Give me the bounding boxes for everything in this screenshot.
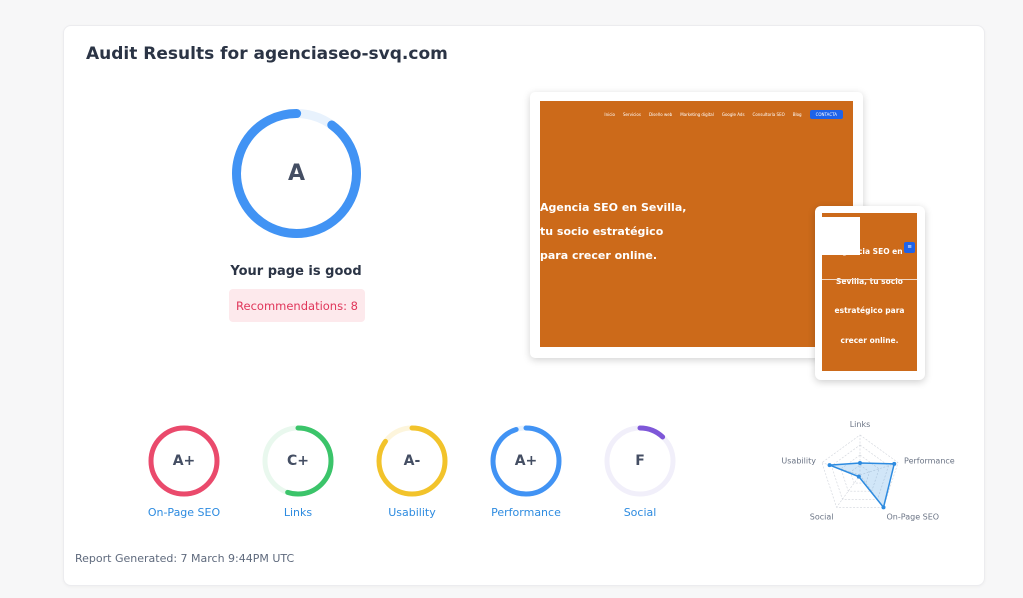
radar-axis-label: Performance [904,457,955,466]
category-links[interactable]: C+ Links [260,423,336,519]
category-grade: C+ [286,453,309,469]
category-gauge [262,425,334,497]
audit-results-card: Audit Results for agenciaseo-svq.com A Y… [63,25,985,586]
radar-point [858,461,862,465]
category-grade: F [635,453,645,469]
category-gauge [490,425,562,497]
hamburger-icon: ≡ [904,242,915,253]
radar-axis-label: Social [810,512,834,521]
category-grade: A+ [172,453,196,469]
radar-axis-label: Links [850,420,871,429]
hero-line: Agencia SEO en Sevilla, [540,201,687,214]
preview-nav-item: Servicios [622,112,641,117]
radar-series-area [829,462,896,510]
preview-nav-item: Diseño web [648,112,673,117]
category-gauge [376,425,448,497]
radar-axis-label: Usability [781,457,816,466]
verdict-text: Your page is good [230,264,362,279]
mobile-line: crecer online. [840,335,899,345]
preview-nav-item: Blog [792,112,802,117]
category-gauge [604,425,676,497]
preview-cta-button: CONTACTA [809,110,843,119]
mobile-logo-placeholder [822,217,860,255]
preview-nav-item: Google Ads [721,112,745,117]
hero-line: tu socio estratégico [540,225,664,238]
radar-axis-label: On-Page SEO [887,512,940,521]
mobile-line: Agencia SEO en [836,247,903,256]
radar-chart: Links Performance On-Page SEO Social Usabili… [781,420,955,521]
preview-nav-item: Consultoría SEO [752,112,785,117]
radar-axis-line [836,474,861,508]
hero-line: para crecer online. [540,249,658,262]
desktop-screen: Inicio Servicios Diseño web Marketing di… [540,101,853,347]
category-usability[interactable]: A- Usability [374,423,450,519]
overall-grade: A [287,161,306,186]
category-grade: A+ [514,453,538,469]
overall-score-gauge [232,109,361,238]
mobile-hero-text: Agencia SEO en Sevilla, tu socio estraté… [822,237,917,355]
radar-grid-ring [831,444,889,500]
preview-hero-text: Agencia SEO en Sevilla, tu socio estraté… [540,196,686,268]
category-social[interactable]: F Social [602,423,678,519]
preview-nav: Inicio Servicios Diseño web Marketing di… [596,110,843,119]
radar-grid-ring [821,434,899,508]
mobile-divider [822,279,917,280]
page-title: Audit Results for agenciaseo-svq.com [86,44,448,64]
radar-axis-line [859,462,899,476]
radar-point [827,463,832,468]
category-on-page-seo[interactable]: A+ On-Page SEO [146,423,222,519]
report-generated-text: Report Generated: 7 March 9:44PM UTC [75,552,295,565]
radar-point [856,474,861,479]
category-gauge [148,425,220,497]
mobile-line: Sevilla, tu socio [836,276,903,286]
preview-nav-item: Inicio [604,112,615,117]
desktop-preview: Inicio Servicios Diseño web Marketing di… [530,92,863,358]
category-performance[interactable]: A+ Performance [488,423,564,519]
preview-nav-item: Marketing digital [680,112,714,117]
category-label[interactable]: Usability [388,506,436,519]
category-grade: A- [403,453,421,469]
mobile-preview: Agencia SEO en Sevilla, tu socio estraté… [815,206,925,380]
mobile-screen: Agencia SEO en Sevilla, tu socio estraté… [822,213,917,371]
category-label[interactable]: Links [283,506,313,519]
recommendations-badge[interactable]: Recommendations: 8 [229,289,365,322]
category-label[interactable]: On-Page SEO [147,506,221,519]
category-label[interactable]: Performance [491,506,561,519]
radar-point [881,505,886,510]
mobile-line: estratégico para [834,306,905,315]
category-label[interactable]: Social [623,506,657,519]
radar-point [892,461,897,466]
radar-grid-ring [850,464,870,484]
